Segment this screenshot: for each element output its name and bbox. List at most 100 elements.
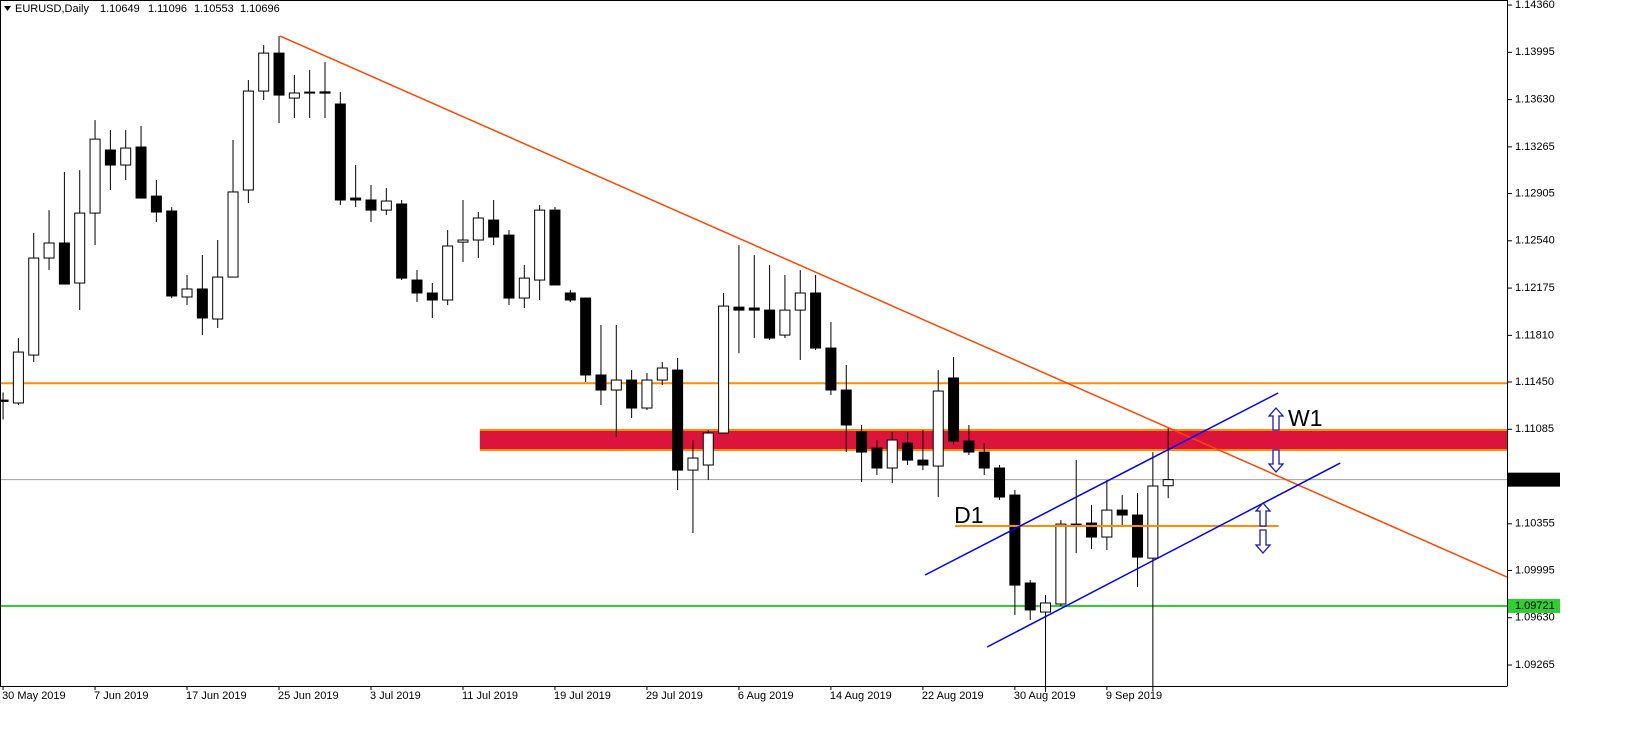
candle-body	[0, 399, 9, 402]
header-menu-icon	[4, 6, 11, 11]
candles-layer	[0, 36, 1174, 693]
candle-body	[902, 442, 914, 461]
trendline	[986, 462, 1341, 648]
trendline	[924, 392, 1279, 576]
x-tick-label: 9 Sep 2019	[1106, 690, 1162, 702]
x-tick-label: 7 Jun 2019	[94, 690, 148, 702]
candle-body	[978, 451, 990, 469]
candle-body	[534, 209, 546, 281]
arrow-up	[1254, 502, 1272, 527]
candle-body	[871, 447, 883, 469]
x-tick-label: 29 Jul 2019	[646, 690, 703, 702]
candle-body	[350, 197, 362, 201]
header: EURUSD,Daily 1.10649 1.11096 1.10553 1.1…	[4, 3, 280, 15]
candle-body	[150, 195, 162, 213]
candle-body	[672, 369, 684, 471]
header-high: 1.11096	[148, 3, 187, 15]
candle-body	[840, 389, 852, 426]
candle-body	[396, 203, 408, 279]
candle-body	[810, 292, 822, 349]
candle-body	[334, 103, 346, 201]
candle-body	[1086, 522, 1098, 538]
candle-body	[1101, 509, 1113, 538]
candle-body	[764, 309, 776, 339]
candle-body	[12, 351, 24, 404]
level-price-box	[1508, 598, 1560, 613]
candle-body	[304, 91, 316, 94]
candle-body	[472, 217, 484, 241]
symbol-title: EURUSD,Daily	[15, 3, 89, 15]
candle-body	[503, 234, 515, 299]
signal-arrows	[1254, 407, 1285, 554]
x-tick-label: 17 Jun 2019	[186, 690, 247, 702]
x-tick-label: 19 Jul 2019	[554, 690, 611, 702]
candle-body	[488, 219, 500, 238]
axis-layer: 1.14360 1.13995 1.13630 1.13265 1.12905 1.125…	[0, 0, 1560, 702]
y-tick-label: 1.11085	[1515, 423, 1554, 435]
arrow-down	[1254, 529, 1272, 554]
candle-body	[288, 92, 300, 99]
trendline	[279, 35, 1508, 578]
candle-body	[994, 467, 1006, 498]
x-tick-label: 6 Aug 2019	[738, 690, 794, 702]
y-tick-label: 1.13265	[1515, 141, 1555, 153]
candle-body	[518, 277, 530, 299]
candle-body	[917, 459, 929, 466]
candle-body	[856, 431, 868, 453]
arrow-up	[1267, 407, 1285, 431]
candle-body	[28, 257, 40, 356]
candle-body	[1055, 523, 1067, 605]
candle-body	[1040, 602, 1052, 613]
header-low: 1.10553	[194, 3, 234, 15]
x-tick-label: 3 Jul 2019	[370, 690, 421, 702]
candle-body	[319, 91, 331, 94]
candle-body	[702, 432, 714, 466]
candle-body	[196, 288, 208, 319]
candle-body	[457, 239, 469, 243]
candle-body	[886, 439, 898, 469]
y-tick-label: 1.12175	[1515, 282, 1555, 294]
candle-body	[1024, 582, 1036, 611]
x-tick-label: 11 Jul 2019	[462, 690, 518, 702]
y-tick-label: 1.14360	[1515, 0, 1555, 11]
segment-label: D1	[954, 502, 983, 528]
y-tick-label: 1.10355	[1515, 518, 1555, 530]
candle-body	[963, 440, 975, 453]
candle-body	[212, 276, 224, 320]
y-tick-label: 1.11450	[1515, 376, 1554, 388]
x-tick-label: 14 Aug 2019	[830, 690, 892, 702]
candle-body	[442, 245, 454, 301]
zone-label: W1	[1288, 405, 1323, 431]
candle-body	[1009, 494, 1021, 586]
header-open: 1.10649	[100, 3, 140, 15]
y-tick-label: 1.13630	[1515, 94, 1555, 106]
candle-body	[1116, 509, 1128, 516]
candle-body	[748, 307, 760, 311]
level-price-label: 1.09721	[1515, 600, 1555, 612]
x-tick-label: 30 Aug 2019	[1014, 690, 1076, 702]
candle-body	[932, 390, 944, 467]
candle-body	[825, 347, 837, 391]
y-tick-label: 1.09995	[1515, 564, 1555, 576]
candle-body	[258, 52, 270, 92]
candle-body	[273, 52, 285, 96]
candle-body	[1132, 514, 1144, 558]
header-close: 1.10696	[240, 3, 280, 15]
x-tick-label: 30 May 2019	[2, 690, 66, 702]
candle-body	[58, 242, 70, 285]
x-tick-label: 25 Jun 2019	[278, 690, 339, 702]
candle-body	[411, 279, 423, 294]
candle-body	[181, 288, 193, 298]
back-layer	[0, 382, 1508, 607]
candle-body	[549, 209, 561, 286]
candle-body	[426, 292, 438, 301]
x-tick-label: 22 Aug 2019	[922, 690, 984, 702]
candle-body	[380, 200, 392, 211]
y-tick-label: 1.12905	[1515, 187, 1555, 199]
candle-body	[595, 374, 607, 391]
current-price-label: 1.10696	[1515, 474, 1555, 486]
candle-body	[779, 309, 791, 336]
